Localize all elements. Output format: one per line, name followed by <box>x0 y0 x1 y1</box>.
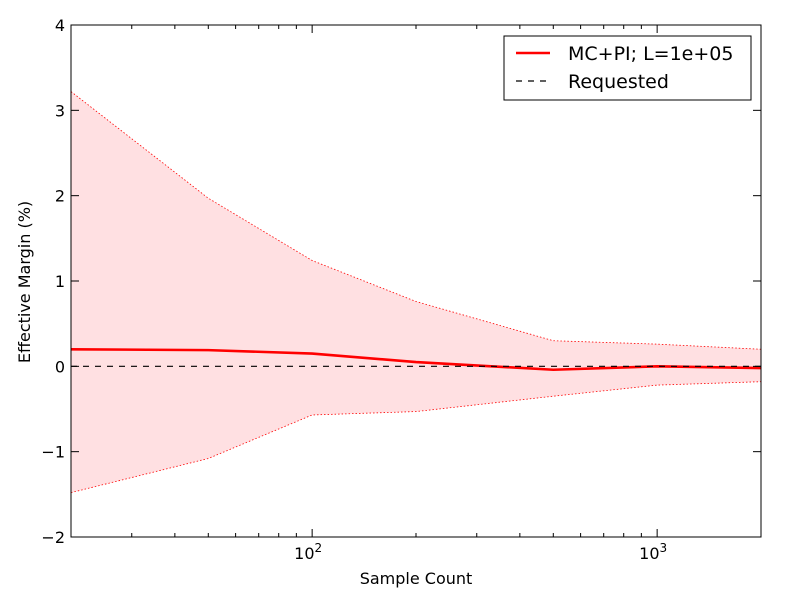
y-tick-label: 2 <box>55 187 65 206</box>
axes: −2 −1 0 1 2 3 4 102 103 <box>41 16 762 563</box>
legend-label-1: MC+PI; L=1e+05 <box>568 43 733 65</box>
y-tick-label: −2 <box>41 528 65 547</box>
y-tick-label: 3 <box>55 101 65 120</box>
legend: MC+PI; L=1e+05 Requested <box>503 35 752 101</box>
y-tick-label: −1 <box>41 443 65 462</box>
series-line-1 <box>71 347 761 372</box>
y-tick-label: 1 <box>55 272 65 291</box>
legend-box <box>503 35 752 101</box>
plot-inner <box>71 91 761 494</box>
x-tick-label: 103 <box>639 541 667 563</box>
plot-area <box>71 91 761 494</box>
legend-label-2: Requested <box>568 71 669 93</box>
y-tick-label: 4 <box>55 16 65 35</box>
y-tick-label: 0 <box>55 357 65 376</box>
band-upper-edge <box>71 91 761 350</box>
x-tick-label: 102 <box>294 541 322 563</box>
confidence-band <box>71 91 761 493</box>
x-axis-label: Sample Count <box>360 569 473 588</box>
y-axis-label: Effective Margin (%) <box>15 201 34 363</box>
band-lower-edge <box>71 381 761 494</box>
